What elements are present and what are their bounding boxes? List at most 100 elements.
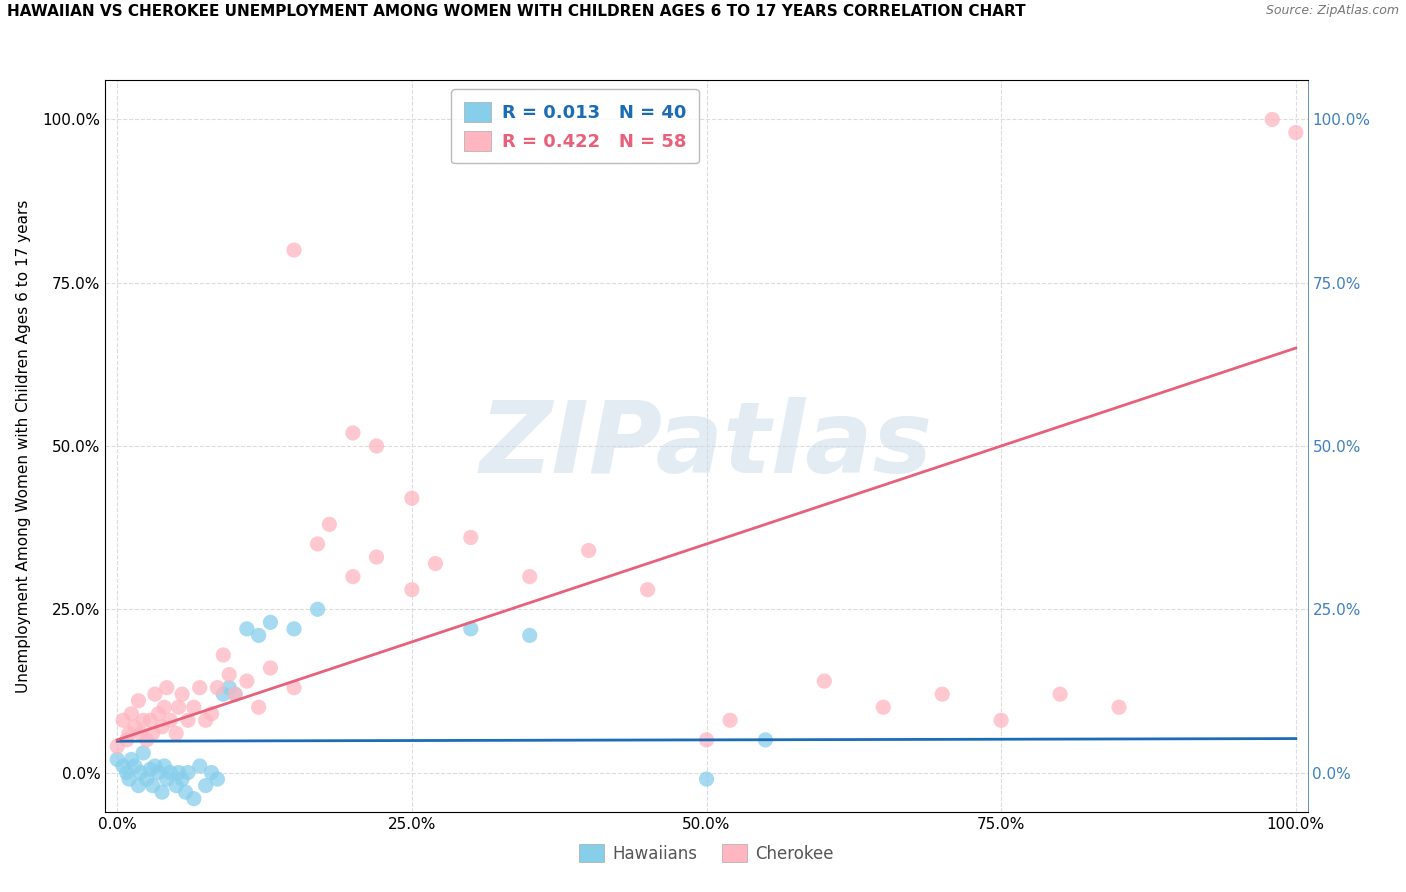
Point — [207, 772, 229, 786]
Point — [224, 687, 246, 701]
Point — [212, 648, 235, 662]
Point — [259, 661, 281, 675]
Point — [1261, 112, 1284, 127]
Point — [156, 681, 179, 695]
Point — [115, 732, 138, 747]
Point — [135, 732, 157, 747]
Point — [115, 765, 138, 780]
Point — [120, 752, 142, 766]
Point — [188, 681, 211, 695]
Point — [124, 759, 146, 773]
Point — [637, 582, 659, 597]
Text: ZIPatlas: ZIPatlas — [479, 398, 934, 494]
Point — [127, 694, 149, 708]
Point — [401, 491, 423, 506]
Point — [142, 726, 165, 740]
Point — [135, 772, 157, 786]
Point — [142, 779, 165, 793]
Point — [519, 569, 541, 583]
Point — [1049, 687, 1071, 701]
Point — [425, 557, 447, 571]
Point — [283, 622, 305, 636]
Point — [236, 674, 259, 689]
Point — [696, 772, 718, 786]
Text: Source: ZipAtlas.com: Source: ZipAtlas.com — [1265, 4, 1399, 18]
Point — [159, 765, 181, 780]
Point — [105, 739, 128, 754]
Point — [259, 615, 281, 630]
Point — [366, 549, 388, 564]
Point — [118, 772, 141, 786]
Point — [318, 517, 340, 532]
Point — [165, 779, 187, 793]
Text: HAWAIIAN VS CHEROKEE UNEMPLOYMENT AMONG WOMEN WITH CHILDREN AGES 6 TO 17 YEARS C: HAWAIIAN VS CHEROKEE UNEMPLOYMENT AMONG … — [7, 4, 1025, 20]
Point — [283, 681, 305, 695]
Point — [307, 537, 329, 551]
Point — [129, 765, 152, 780]
Point — [112, 714, 135, 728]
Point — [872, 700, 894, 714]
Point — [200, 765, 222, 780]
Point — [129, 726, 152, 740]
Point — [194, 714, 217, 728]
Point — [170, 687, 193, 701]
Point — [247, 628, 270, 642]
Point — [127, 779, 149, 793]
Point — [139, 762, 162, 776]
Point — [207, 681, 229, 695]
Point — [194, 779, 217, 793]
Point — [366, 439, 388, 453]
Point — [401, 582, 423, 597]
Point — [718, 714, 741, 728]
Point — [1108, 700, 1130, 714]
Y-axis label: Unemployment Among Women with Children Ages 6 to 17 years: Unemployment Among Women with Children A… — [17, 199, 31, 693]
Point — [236, 622, 259, 636]
Point — [159, 714, 181, 728]
Point — [150, 720, 173, 734]
Point — [124, 720, 146, 734]
Point — [139, 714, 162, 728]
Point — [174, 785, 197, 799]
Point — [148, 706, 170, 721]
Point — [153, 700, 176, 714]
Point — [105, 752, 128, 766]
Point — [218, 681, 240, 695]
Point — [519, 628, 541, 642]
Point — [460, 530, 482, 544]
Point — [931, 687, 953, 701]
Point — [218, 667, 240, 681]
Point — [460, 622, 482, 636]
Point — [120, 706, 142, 721]
Point — [143, 759, 166, 773]
Point — [156, 772, 179, 786]
Point — [283, 243, 305, 257]
Point — [183, 700, 205, 714]
Point — [153, 759, 176, 773]
Point — [167, 700, 190, 714]
Point — [112, 759, 135, 773]
Point — [150, 785, 173, 799]
Point — [170, 772, 193, 786]
Point — [1285, 126, 1308, 140]
Point — [188, 759, 211, 773]
Point — [165, 726, 187, 740]
Point — [342, 425, 364, 440]
Point — [118, 726, 141, 740]
Point — [212, 687, 235, 701]
Point — [200, 706, 222, 721]
Point — [247, 700, 270, 714]
Point — [177, 765, 200, 780]
Point — [132, 746, 155, 760]
Point — [167, 765, 190, 780]
Point — [224, 687, 246, 701]
Point — [754, 732, 776, 747]
Point — [307, 602, 329, 616]
Point — [813, 674, 835, 689]
Point — [183, 791, 205, 805]
Legend: Hawaiians, Cherokee: Hawaiians, Cherokee — [572, 838, 841, 869]
Point — [578, 543, 600, 558]
Point — [132, 714, 155, 728]
Point — [342, 569, 364, 583]
Point — [177, 714, 200, 728]
Point — [696, 732, 718, 747]
